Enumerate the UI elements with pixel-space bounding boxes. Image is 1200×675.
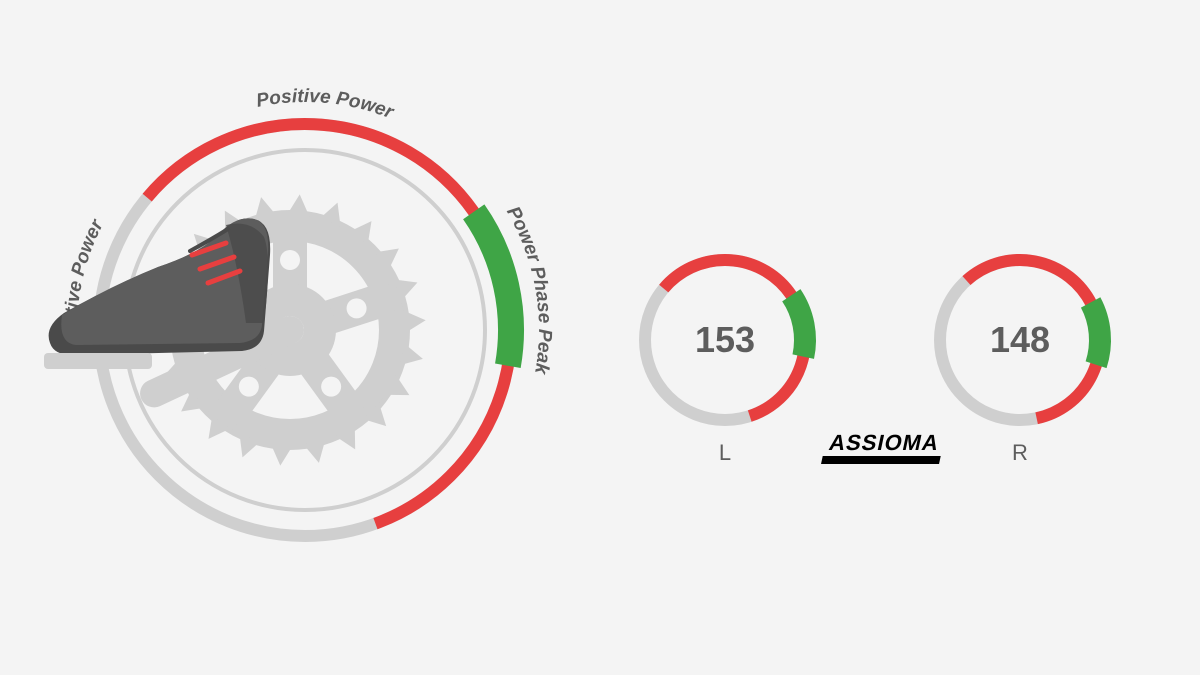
power-ring-left: 153 L — [645, 260, 805, 465]
positive-power-label: Positive Power — [255, 86, 398, 124]
power-value-left: 153 — [695, 319, 755, 360]
power-ring-right: 148 R — [940, 260, 1100, 465]
assioma-logo: ASSIOMA — [821, 430, 946, 464]
power-phase-infographic: Negative PowerPositive PowerPower Phase … — [0, 0, 1200, 675]
power-side-label-left: L — [719, 440, 731, 465]
power-side-label-right: R — [1012, 440, 1028, 465]
power-value-right: 148 — [990, 319, 1050, 360]
brand-text: ASSIOMA — [827, 430, 942, 455]
